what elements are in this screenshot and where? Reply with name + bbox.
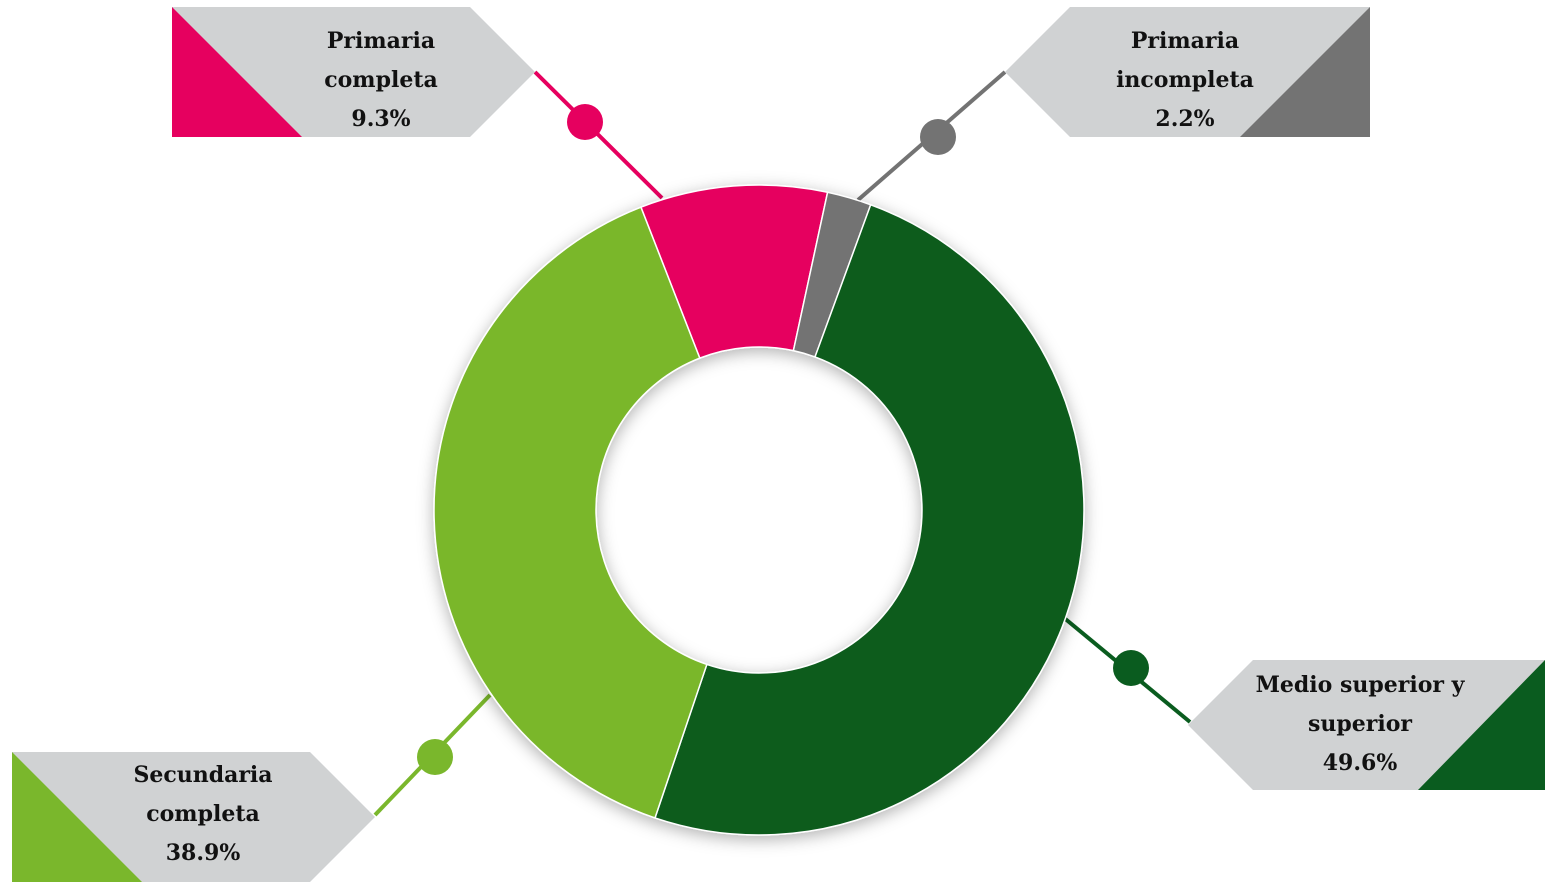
connector-dot bbox=[567, 104, 603, 140]
connector-dot bbox=[417, 739, 453, 775]
callout-accent bbox=[172, 7, 302, 137]
connector-dot bbox=[920, 119, 956, 155]
donut-slice bbox=[654, 203, 1085, 836]
connector-dot bbox=[1113, 650, 1149, 686]
value-label: 38.9% bbox=[165, 840, 241, 866]
donut-slice bbox=[433, 206, 708, 819]
callout-accent bbox=[1240, 7, 1370, 137]
callout-accent bbox=[12, 752, 142, 882]
category-label: Primaria incompleta bbox=[1116, 28, 1254, 93]
callout-accent bbox=[1418, 660, 1545, 790]
category-label: Medio superior y superior bbox=[1255, 672, 1465, 737]
value-label: 9.3% bbox=[351, 106, 411, 132]
value-label: 2.2% bbox=[1155, 106, 1215, 132]
value-label: 49.6% bbox=[1322, 750, 1398, 776]
connector bbox=[533, 70, 664, 200]
category-label: Secundaria completa bbox=[133, 762, 273, 827]
category-label: Primaria completa bbox=[324, 28, 438, 93]
